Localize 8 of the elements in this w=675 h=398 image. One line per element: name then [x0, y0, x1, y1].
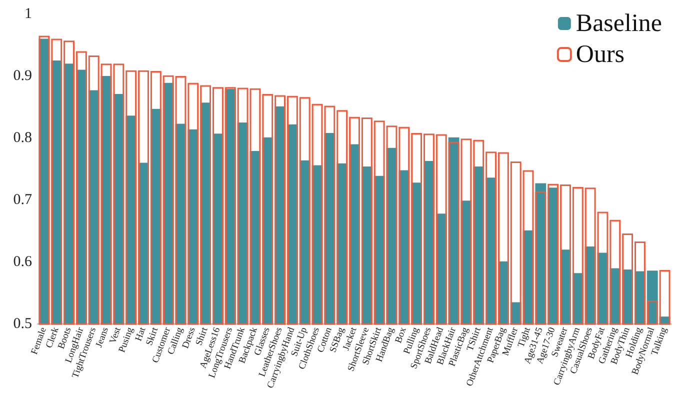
y-tick-label: 0.5	[13, 316, 32, 332]
y-tick-label: 0.6	[13, 254, 32, 270]
y-tick-label: 0.7	[13, 192, 32, 208]
y-tick-label: 0.8	[13, 130, 32, 146]
y-tick-label: 0.9	[13, 68, 32, 84]
y-tick-label: 1	[24, 6, 32, 22]
legend-label: Baseline	[576, 10, 662, 37]
legend-label: Ours	[576, 41, 625, 68]
